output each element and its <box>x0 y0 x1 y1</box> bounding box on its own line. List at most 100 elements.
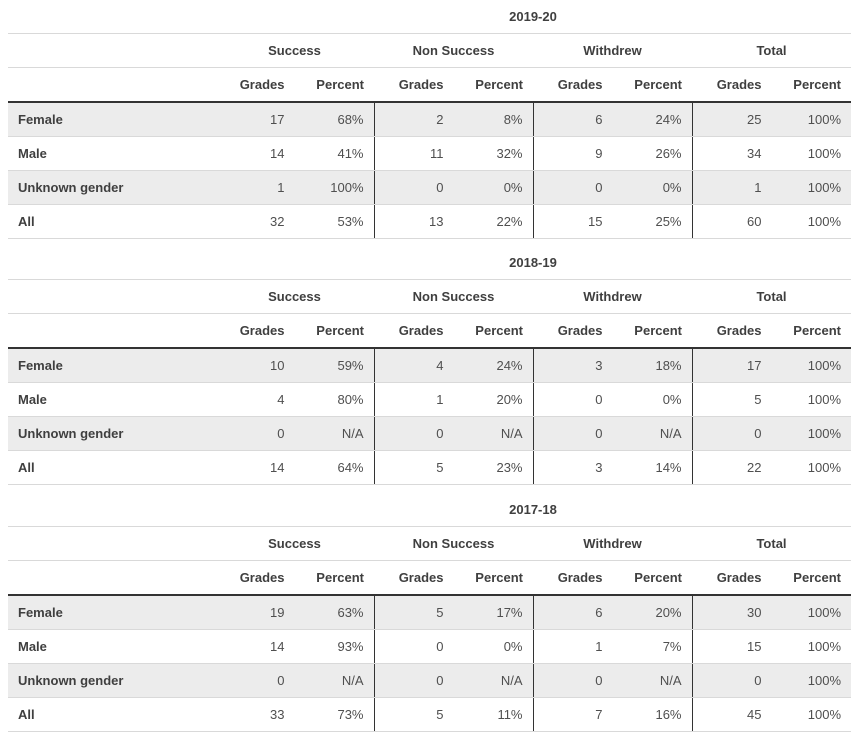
grades-cell: 0 <box>532 382 613 417</box>
grades-cell: 30 <box>691 594 772 630</box>
column-group-success: Success <box>215 279 374 314</box>
percent-cell: 63% <box>294 594 374 630</box>
success-percent-header: Percent <box>294 67 374 103</box>
grades-cell: 4 <box>373 348 454 383</box>
total-percent-header: Percent <box>771 67 851 103</box>
non-success-percent-header: Percent <box>453 67 533 103</box>
grades-cell: 0 <box>373 170 454 205</box>
grades-cell: 7 <box>532 697 613 732</box>
percent-cell: 100% <box>771 170 851 205</box>
percent-cell: 100% <box>771 204 851 239</box>
percent-cell: 17% <box>453 594 533 630</box>
percent-cell: 100% <box>771 594 851 630</box>
percent-cell: 100% <box>771 136 851 171</box>
success-percent-header: Percent <box>294 313 374 349</box>
column-group-withdrew: Withdrew <box>533 32 692 68</box>
percent-cell: 14% <box>612 450 692 485</box>
table-row-unknown-gender: Unknown gender 0 N/A 0 N/A 0 N/A 0 100% <box>8 663 851 698</box>
table-row-all: All 33 73% 5 11% 7 16% 45 100% <box>8 697 851 732</box>
success-grades-header: Grades <box>215 67 295 103</box>
grades-cell: 0 <box>691 663 772 698</box>
percent-cell: 68% <box>294 101 374 137</box>
withdrew-percent-header: Percent <box>612 67 692 103</box>
withdrew-grades-header: Grades <box>533 560 613 596</box>
percent-cell: 100% <box>771 450 851 485</box>
table-row-unknown-gender: Unknown gender 1 100% 0 0% 0 0% 1 100% <box>8 170 851 205</box>
grades-cell: 17 <box>215 101 295 137</box>
percent-cell: 24% <box>612 101 692 137</box>
sub-spacer <box>8 560 215 596</box>
non-success-grades-header: Grades <box>374 313 454 349</box>
percent-cell: 11% <box>453 697 533 732</box>
column-group-success: Success <box>215 525 374 561</box>
withdrew-percent-header: Percent <box>612 560 692 596</box>
percent-cell: 100% <box>294 170 374 205</box>
grades-cell: 33 <box>215 697 295 732</box>
percent-cell: 100% <box>771 416 851 451</box>
row-label: Female <box>8 101 215 137</box>
percent-cell: 0% <box>612 382 692 417</box>
grades-cell: 0 <box>373 416 454 451</box>
grades-cell: 5 <box>691 382 772 417</box>
table-title-row: 2018-19 <box>8 247 851 280</box>
column-group-non-success: Non Success <box>374 279 533 314</box>
grades-cell: 14 <box>215 136 295 171</box>
grades-cell: 15 <box>691 629 772 664</box>
table-row-male: Male 14 93% 0 0% 1 7% 15 100% <box>8 629 851 664</box>
success-grades-header: Grades <box>215 313 295 349</box>
grades-cell: 34 <box>691 136 772 171</box>
percent-cell: 8% <box>453 101 533 137</box>
grades-cell: 0 <box>532 663 613 698</box>
grades-cell: 4 <box>215 382 295 417</box>
grades-cell: 32 <box>215 204 295 239</box>
percent-cell: N/A <box>453 416 533 451</box>
column-group-non-success: Non Success <box>374 525 533 561</box>
title-spacer <box>8 0 215 33</box>
withdrew-grades-header: Grades <box>533 67 613 103</box>
table-row-all: All 32 53% 13 22% 15 25% 60 100% <box>8 204 851 239</box>
report-section-2019-20: 2019-20 Success Non Success Withdrew Tot… <box>8 0 851 239</box>
table-title: 2019-20 <box>509 8 557 24</box>
table-title-row: 2017-18 <box>8 493 851 526</box>
grades-cell: 6 <box>532 594 613 630</box>
percent-cell: 0% <box>453 629 533 664</box>
table-row-male: Male 4 80% 1 20% 0 0% 5 100% <box>8 382 851 417</box>
total-grades-header: Grades <box>692 560 772 596</box>
sub-spacer <box>8 313 215 349</box>
success-grades-header: Grades <box>215 560 295 596</box>
percent-cell: 20% <box>453 382 533 417</box>
row-label: Unknown gender <box>8 170 215 205</box>
percent-cell: 26% <box>612 136 692 171</box>
grades-cell: 1 <box>532 629 613 664</box>
percent-cell: 59% <box>294 348 374 383</box>
total-percent-header: Percent <box>771 560 851 596</box>
percent-cell: 24% <box>453 348 533 383</box>
percent-cell: 22% <box>453 204 533 239</box>
row-label: Unknown gender <box>8 663 215 698</box>
grades-cell: 3 <box>532 450 613 485</box>
grades-cell: 19 <box>215 594 295 630</box>
percent-cell: 73% <box>294 697 374 732</box>
grades-cell: 14 <box>215 450 295 485</box>
grades-table-2019-20: 2019-20 Success Non Success Withdrew Tot… <box>8 0 851 239</box>
grades-cell: 0 <box>532 170 613 205</box>
percent-cell: 100% <box>771 382 851 417</box>
percent-cell: 100% <box>771 348 851 383</box>
grades-cell: 6 <box>532 101 613 137</box>
sub-header-row: Grades Percent Grades Percent Grades Per… <box>8 560 851 596</box>
grades-cell: 5 <box>373 697 454 732</box>
grades-cell: 0 <box>691 416 772 451</box>
row-label: Unknown gender <box>8 416 215 451</box>
grades-cell: 22 <box>691 450 772 485</box>
percent-cell: 0% <box>453 170 533 205</box>
non-success-percent-header: Percent <box>453 560 533 596</box>
grades-cell: 5 <box>373 594 454 630</box>
withdrew-grades-header: Grades <box>533 313 613 349</box>
column-group-header-row: Success Non Success Withdrew Total <box>8 32 851 68</box>
report-section-2018-19: 2018-19 Success Non Success Withdrew Tot… <box>8 247 851 485</box>
column-group-total: Total <box>692 525 851 561</box>
grades-cell: 17 <box>691 348 772 383</box>
percent-cell: N/A <box>612 416 692 451</box>
non-success-grades-header: Grades <box>374 67 454 103</box>
grades-cell: 0 <box>373 629 454 664</box>
